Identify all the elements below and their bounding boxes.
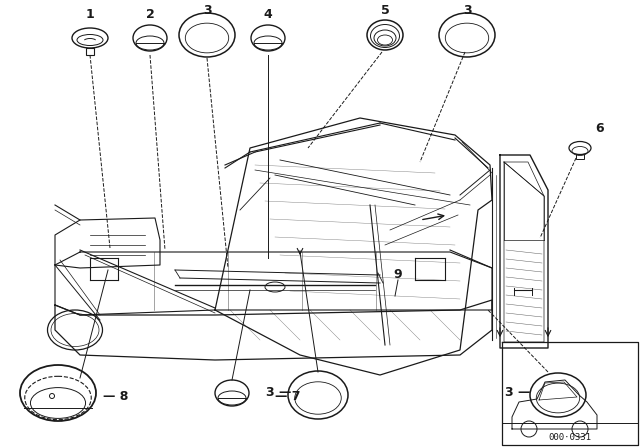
Text: 3 —: 3 — [266, 387, 291, 400]
Text: 2: 2 [146, 8, 154, 21]
Text: 6: 6 [596, 121, 604, 134]
Text: 3 —: 3 — [504, 387, 530, 400]
Text: 3: 3 [203, 4, 211, 17]
Text: — 8: — 8 [103, 389, 129, 402]
Text: 5: 5 [381, 4, 389, 17]
Text: — 7: — 7 [275, 389, 301, 402]
Text: 1: 1 [86, 8, 94, 21]
Text: 9: 9 [394, 268, 403, 281]
Text: 000·0331: 000·0331 [548, 432, 591, 441]
Text: 3: 3 [463, 4, 471, 17]
Text: 4: 4 [264, 8, 273, 21]
